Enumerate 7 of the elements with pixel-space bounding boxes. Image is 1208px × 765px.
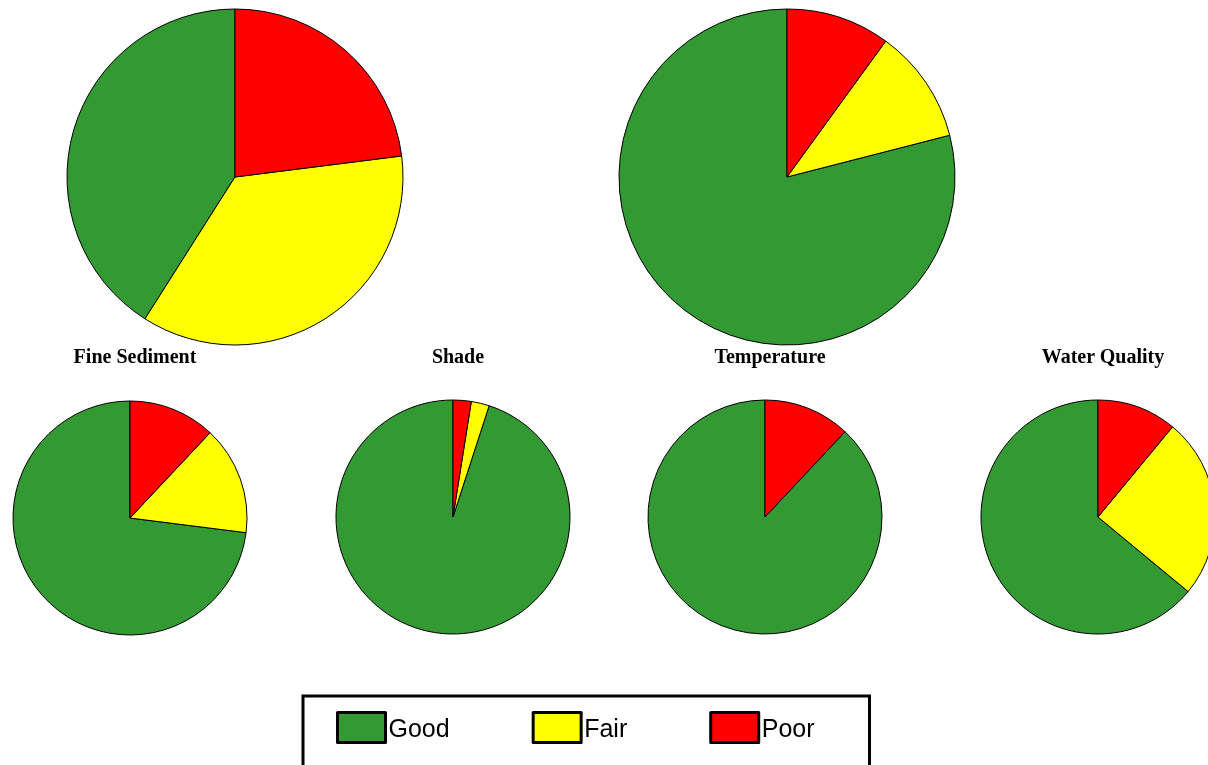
chart-title: Water Quality [1041,345,1165,368]
legend-label: Poor [761,713,815,742]
legend-label: Good [388,713,450,742]
chart-title: Shade [431,345,485,367]
legend-label: Fair [584,713,628,742]
chart-title: Temperature [714,345,826,368]
chart-title: Fine Sediment [73,345,197,367]
